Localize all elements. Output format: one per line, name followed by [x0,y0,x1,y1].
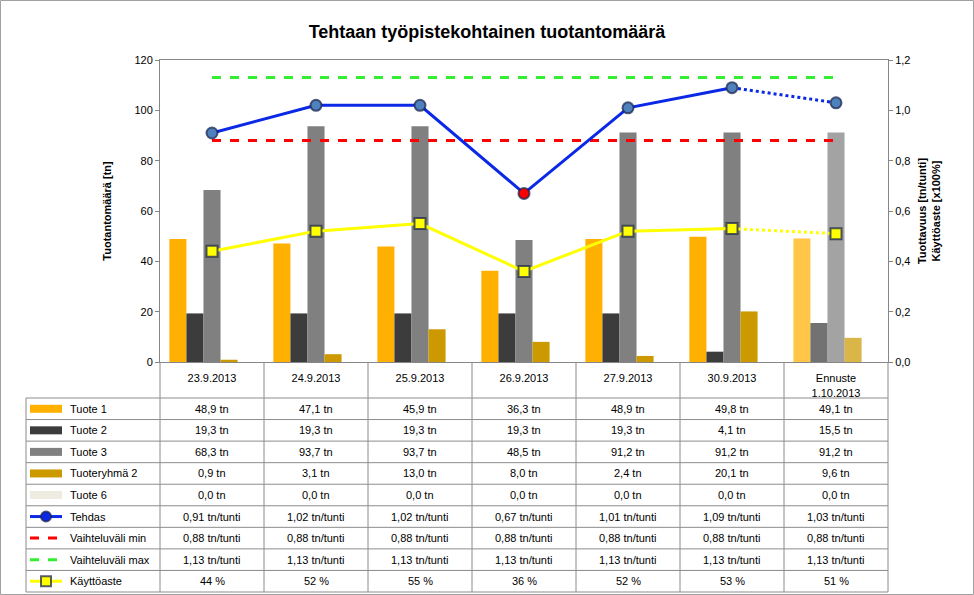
svg-text:44 %: 44 % [200,575,225,587]
svg-text:49,1 tn: 49,1 tn [819,403,853,415]
svg-text:0,8: 0,8 [895,155,910,167]
svg-text:19,3 tn: 19,3 tn [507,424,541,436]
svg-text:52 %: 52 % [304,575,329,587]
svg-text:24.9.2013: 24.9.2013 [292,372,341,384]
svg-text:0,67 tn/tunti: 0,67 tn/tunti [495,511,553,523]
svg-text:60: 60 [141,205,153,217]
svg-text:93,7 tn: 93,7 tn [403,446,437,458]
svg-text:20,1 tn: 20,1 tn [715,467,749,479]
svg-text:0,0 tn: 0,0 tn [822,489,850,501]
svg-text:23.9.2013: 23.9.2013 [188,372,237,384]
svg-text:25.9.2013: 25.9.2013 [396,372,445,384]
svg-text:1,03 tn/tunti: 1,03 tn/tunti [807,511,865,523]
svg-text:1,2: 1,2 [895,54,910,66]
svg-text:15,5 tn: 15,5 tn [819,424,853,436]
svg-text:49,8 tn: 49,8 tn [715,403,749,415]
svg-text:0: 0 [147,356,153,368]
svg-text:0,0 tn: 0,0 tn [406,489,434,501]
svg-text:91,2 tn: 91,2 tn [819,446,853,458]
svg-text:19,3 tn: 19,3 tn [299,424,333,436]
svg-text:1,0: 1,0 [895,104,910,116]
svg-text:80: 80 [141,155,153,167]
svg-text:0,0: 0,0 [895,356,910,368]
svg-text:36 %: 36 % [512,575,537,587]
svg-text:Vaihteluväli max: Vaihteluväli max [70,554,150,566]
svg-text:1,13 tn/tunti: 1,13 tn/tunti [807,554,865,566]
svg-text:Tuottavuus [tn/tunti]Käyttöast: Tuottavuus [tn/tunti]Käyttöaste [x100%] [916,158,942,264]
svg-text:Tuote 6: Tuote 6 [70,489,107,501]
svg-text:100: 100 [134,104,152,116]
svg-text:48,5 tn: 48,5 tn [507,446,541,458]
svg-text:0,0 tn: 0,0 tn [614,489,642,501]
svg-text:1,13 tn/tunti: 1,13 tn/tunti [183,554,241,566]
svg-text:40: 40 [141,255,153,267]
svg-text:48,9 tn: 48,9 tn [195,403,229,415]
svg-text:55 %: 55 % [408,575,433,587]
svg-text:Tuoteryhmä 2: Tuoteryhmä 2 [70,467,137,479]
svg-text:53 %: 53 % [720,575,745,587]
svg-text:19,3 tn: 19,3 tn [403,424,437,436]
svg-text:Käyttöaste: Käyttöaste [70,575,122,587]
svg-text:0,9 tn: 0,9 tn [198,467,226,479]
svg-text:0,91 tn/tunti: 0,91 tn/tunti [183,511,241,523]
svg-text:Tuote 2: Tuote 2 [70,424,107,436]
svg-text:8,0 tn: 8,0 tn [510,467,538,479]
svg-text:0,0 tn: 0,0 tn [302,489,330,501]
svg-text:30.9.2013: 30.9.2013 [708,372,757,384]
svg-text:0,0 tn: 0,0 tn [510,489,538,501]
svg-text:Tuotantomäärä [tn]: Tuotantomäärä [tn] [101,161,113,261]
svg-text:0,88 tn/tunti: 0,88 tn/tunti [807,532,865,544]
svg-text:19,3 tn: 19,3 tn [611,424,645,436]
svg-text:1,02 tn/tunti: 1,02 tn/tunti [391,511,449,523]
svg-text:1,01 tn/tunti: 1,01 tn/tunti [599,511,657,523]
svg-text:1,02 tn/tunti: 1,02 tn/tunti [287,511,345,523]
svg-text:0,88 tn/tunti: 0,88 tn/tunti [703,532,761,544]
svg-text:93,7 tn: 93,7 tn [299,446,333,458]
svg-text:48,9 tn: 48,9 tn [611,403,645,415]
svg-text:Tehdas: Tehdas [70,511,106,523]
svg-text:13,0 tn: 13,0 tn [403,467,437,479]
svg-text:4,1 tn: 4,1 tn [718,424,746,436]
svg-text:Tuote 1: Tuote 1 [70,403,107,415]
svg-text:3,1 tn: 3,1 tn [302,467,330,479]
svg-text:0,0 tn: 0,0 tn [718,489,746,501]
svg-text:26.9.2013: 26.9.2013 [500,372,549,384]
svg-text:1,13 tn/tunti: 1,13 tn/tunti [599,554,657,566]
svg-text:91,2 tn: 91,2 tn [715,446,749,458]
svg-text:9,6 tn: 9,6 tn [822,467,850,479]
svg-text:0,2: 0,2 [895,306,910,318]
svg-text:2,4 tn: 2,4 tn [614,467,642,479]
svg-text:0,88 tn/tunti: 0,88 tn/tunti [287,532,345,544]
svg-text:0,88 tn/tunti: 0,88 tn/tunti [495,532,553,544]
svg-text:51 %: 51 % [824,575,849,587]
svg-text:91,2 tn: 91,2 tn [611,446,645,458]
svg-text:0,88 tn/tunti: 0,88 tn/tunti [183,532,241,544]
svg-text:45,9 tn: 45,9 tn [403,403,437,415]
svg-text:19,3 tn: 19,3 tn [195,424,229,436]
svg-text:0,88 tn/tunti: 0,88 tn/tunti [599,532,657,544]
svg-text:0,88 tn/tunti: 0,88 tn/tunti [391,532,449,544]
svg-text:Vaihteluväli min: Vaihteluväli min [70,532,146,544]
svg-text:1,13 tn/tunti: 1,13 tn/tunti [495,554,553,566]
svg-text:27.9.2013: 27.9.2013 [604,372,653,384]
svg-text:68,3 tn: 68,3 tn [195,446,229,458]
svg-text:20: 20 [141,306,153,318]
svg-text:36,3 tn: 36,3 tn [507,403,541,415]
svg-text:1,09 tn/tunti: 1,09 tn/tunti [703,511,761,523]
svg-text:1,13 tn/tunti: 1,13 tn/tunti [391,554,449,566]
svg-text:Tuote 3: Tuote 3 [70,446,107,458]
svg-text:1,13 tn/tunti: 1,13 tn/tunti [287,554,345,566]
svg-text:47,1 tn: 47,1 tn [299,403,333,415]
svg-text:0,4: 0,4 [895,255,910,267]
svg-text:Tehtaan työpistekohtainen tuot: Tehtaan työpistekohtainen tuotantomäärä [309,22,667,42]
svg-text:0,6: 0,6 [895,205,910,217]
svg-text:1,13 tn/tunti: 1,13 tn/tunti [703,554,761,566]
svg-text:Ennuste1.10.2013: Ennuste1.10.2013 [812,372,861,398]
svg-text:52 %: 52 % [616,575,641,587]
svg-text:120: 120 [134,54,152,66]
svg-text:0,0 tn: 0,0 tn [198,489,226,501]
